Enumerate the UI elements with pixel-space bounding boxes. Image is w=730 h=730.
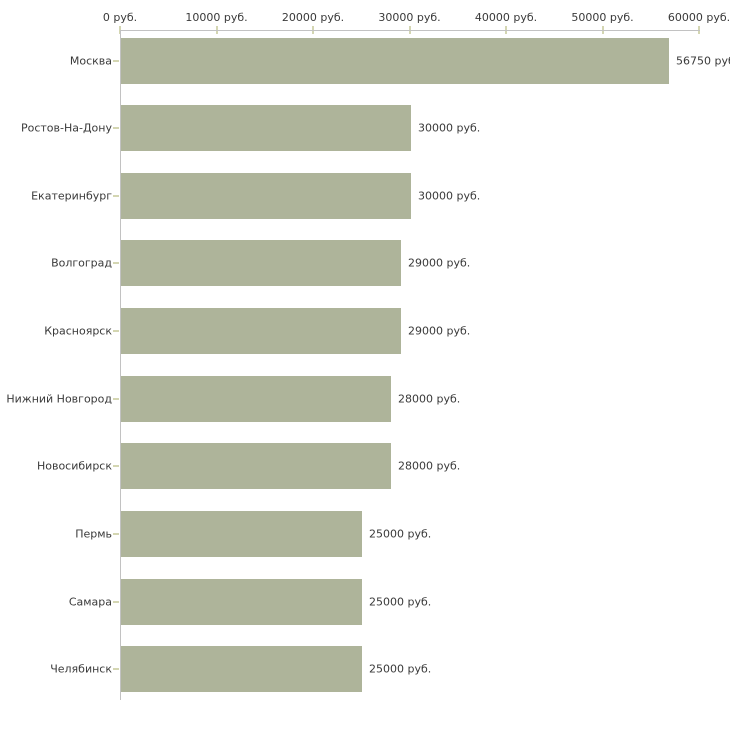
category-label: Красноярск — [44, 324, 112, 338]
value-label: 25000 руб. — [369, 595, 432, 609]
bar — [121, 443, 391, 489]
value-label: 56750 руб — [676, 54, 730, 67]
x-axis-line — [120, 30, 700, 31]
x-axis-tick-label: 30000 руб. — [378, 11, 441, 24]
bar — [121, 173, 411, 219]
category-tick — [113, 601, 119, 603]
x-axis-tick-label: 0 руб. — [102, 11, 138, 24]
value-label: 28000 руб. — [398, 392, 461, 406]
bar — [121, 646, 362, 692]
category-label: Нижний Новгород — [6, 392, 112, 406]
bar — [121, 511, 362, 557]
value-label: 29000 руб. — [408, 324, 471, 338]
category-tick — [113, 195, 119, 197]
bar — [121, 376, 391, 422]
category-label: Пермь — [75, 527, 112, 541]
category-label: Самара — [68, 595, 112, 609]
category-label: Ростов-На-Дону — [20, 121, 112, 135]
category-label: Волгоград — [51, 256, 112, 270]
value-label: 30000 руб. — [418, 189, 481, 203]
category-tick — [113, 330, 119, 332]
x-axis-tick-label: 40000 руб. — [474, 11, 538, 24]
category-label: Москва — [69, 54, 112, 67]
bar — [121, 308, 401, 354]
bar — [121, 579, 362, 625]
category-tick — [113, 465, 119, 467]
category-label: Екатеринбург — [31, 189, 112, 203]
category-tick — [113, 262, 119, 264]
category-tick — [113, 398, 119, 400]
bar — [121, 105, 411, 151]
category-tick — [113, 668, 119, 670]
category-label: Челябинск — [50, 662, 112, 676]
category-tick — [113, 60, 119, 62]
value-label: 30000 руб. — [418, 121, 481, 135]
x-axis-tick-label: 60000 руб. — [667, 11, 730, 24]
category-label: Новосибирск — [36, 459, 112, 473]
bar — [121, 240, 401, 286]
x-axis-tick-label: 50000 руб. — [571, 11, 634, 24]
value-label: 28000 руб. — [398, 459, 461, 473]
value-label: 25000 руб. — [369, 662, 432, 676]
x-axis-tick-label: 10000 руб. — [185, 11, 248, 24]
category-tick — [113, 533, 119, 535]
y-axis-line — [120, 30, 121, 700]
value-label: 25000 руб. — [369, 527, 432, 541]
bar — [121, 38, 669, 84]
category-tick — [113, 127, 119, 129]
value-label: 29000 руб. — [408, 256, 471, 270]
x-axis-tick-label: 20000 руб. — [281, 11, 345, 24]
